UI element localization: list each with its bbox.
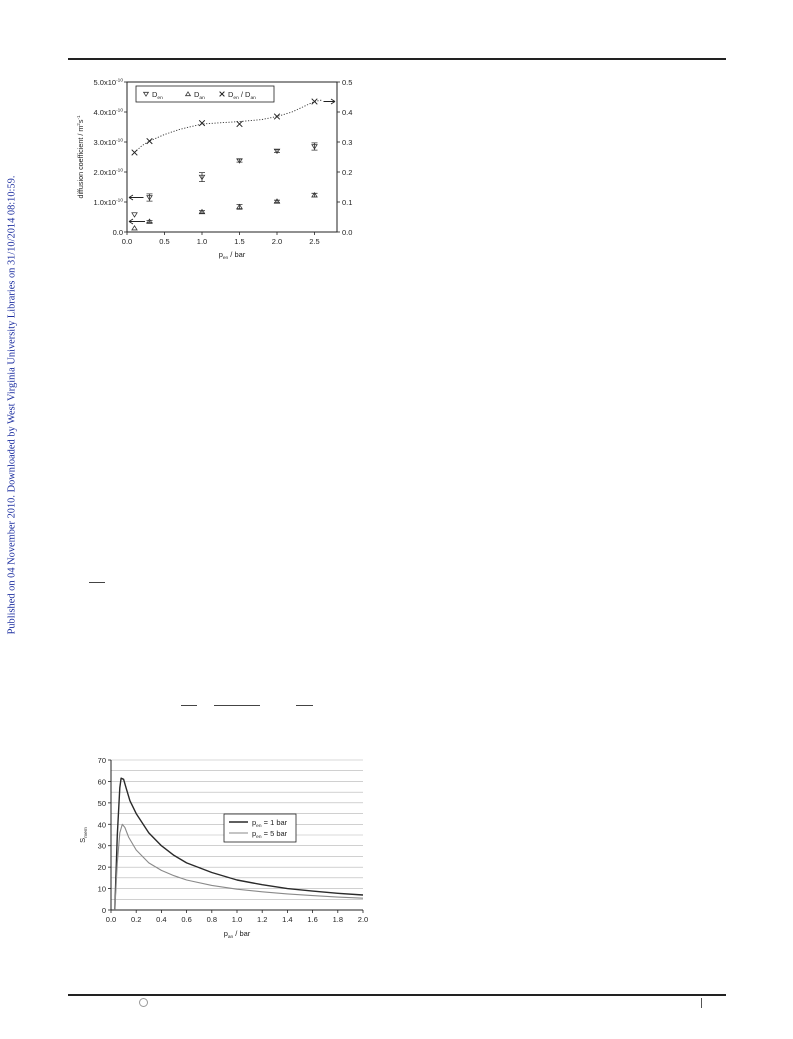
data-point [131,225,138,231]
s-mem-chart: 0.0 0.2 0.4 0.6 0.8 1.0 1.2 1.4 1.6 1.8 2.0 0 10 20 30… [78,756,368,940]
y2-tick-label: 0.0 [342,228,352,237]
legend-marker [184,91,192,97]
footer-page-separator [701,998,702,1008]
y-tick-label: 5.0x10-10 [94,78,124,88]
legend-box [135,85,275,103]
legend-entry: pen = 1 bar [252,818,288,829]
series-d-en [131,142,318,218]
header-rule [68,58,726,60]
equation-fraction-bar [214,705,260,706]
data-point [236,158,243,164]
data-point [198,208,206,215]
equation-fraction-bar [181,705,197,706]
series-d-en-d-an [131,98,318,156]
y-tick-label: 3.0x10-10 [94,138,124,148]
equation-fraction-bar [296,705,313,706]
x-tick-label: 0.8 [207,915,217,924]
download-notice: Published on 04 November 2010. Downloade… [6,175,18,635]
data-point [311,192,318,198]
data-point [311,144,318,150]
equation-fraction-bar [89,582,105,583]
download-notice-sidebar: Published on 04 November 2010. Downloade… [0,0,24,1039]
data-point [273,198,281,204]
data-point [131,149,138,156]
data-point [146,195,153,201]
y-axis-label: Smem [78,827,89,843]
legend-box [223,813,297,843]
series-d-an [131,192,318,231]
x-tick-label: 1.8 [333,915,343,924]
y-tick-label: 1.0x10-10 [94,198,124,208]
y-tick-label: 10 [98,885,106,894]
x-tick-label: 0.2 [131,915,141,924]
legend-entry: Dan [194,90,205,101]
data-point [273,113,281,120]
axis-arrow [128,218,145,225]
error-bar [199,172,205,182]
series-line-p-en-5-bar [114,823,364,911]
y-tick-label: 4.0x10-10 [94,108,124,118]
data-point [311,98,318,105]
legend-entry: Den [152,90,163,101]
y2-tick-label: 0.4 [342,108,352,117]
y2-tick-label: 0.1 [342,198,352,207]
data-point [236,120,243,128]
y-tick-label: 0.0 [113,228,123,237]
x-tick-label: 1.0 [232,915,242,924]
x-tick-label: 2.5 [309,237,319,246]
x-tick-label: 0.5 [159,237,169,246]
axis-arrow [323,98,336,105]
legend: Den Dan Den / Dan [135,85,275,103]
footer-rule [68,994,726,996]
data-point [198,119,206,127]
y2-tick-label: 0.5 [342,78,352,87]
axis-arrow [128,194,144,201]
legend-marker [142,91,150,97]
plot-frame [126,81,338,233]
x-tick-label: 1.5 [234,237,244,246]
x-tick-label: 0.0 [122,237,132,246]
x-tick-label: 1.0 [197,237,207,246]
data-point [273,148,281,155]
y-tick-label: 30 [98,842,106,851]
y-tick-label: 60 [98,777,106,786]
x-axis-label: pen / bar [219,250,246,261]
y-tick-label: 20 [98,863,106,872]
diffusion-coefficient-chart: 0.0 0.5 1.0 1.5 2.0 2.5 0.0 1.0x10-10 2.0x10-10 3… [76,78,352,262]
y-tick-label: 70 [98,756,106,765]
y-axis-label: diffusion coefficient / m2s-1 [76,115,85,199]
legend-entry: Den / Dan [228,90,256,101]
x-tick-label: 2.0 [358,915,368,924]
data-point [131,212,138,218]
x-axis-label: pan / bar [224,929,251,940]
series-line-p-en-1-bar [114,777,364,911]
y2-tick-label: 0.3 [342,138,352,147]
y2-tick-label: 0.2 [342,168,352,177]
legend-marker [219,91,225,97]
y-tick-label: 0 [102,906,106,915]
y-tick-label: 40 [98,820,106,829]
data-point [146,137,153,145]
data-point [198,174,206,181]
x-tick-label: 0.6 [181,915,191,924]
x-tick-label: 2.0 [272,237,282,246]
x-tick-label: 0.4 [156,915,166,924]
data-point [236,203,243,210]
y-tick-label: 2.0x10-10 [94,168,124,178]
legend-entry: pen = 5 bar [252,829,288,840]
y-tick-label: 50 [98,799,106,808]
footer-circle-mark [139,998,148,1007]
x-tick-label: 0.0 [106,915,116,924]
x-tick-label: 1.2 [257,915,267,924]
x-tick-label: 1.6 [307,915,317,924]
fit-curve [134,99,323,153]
x-tick-label: 1.4 [282,915,292,924]
data-point [146,218,153,224]
